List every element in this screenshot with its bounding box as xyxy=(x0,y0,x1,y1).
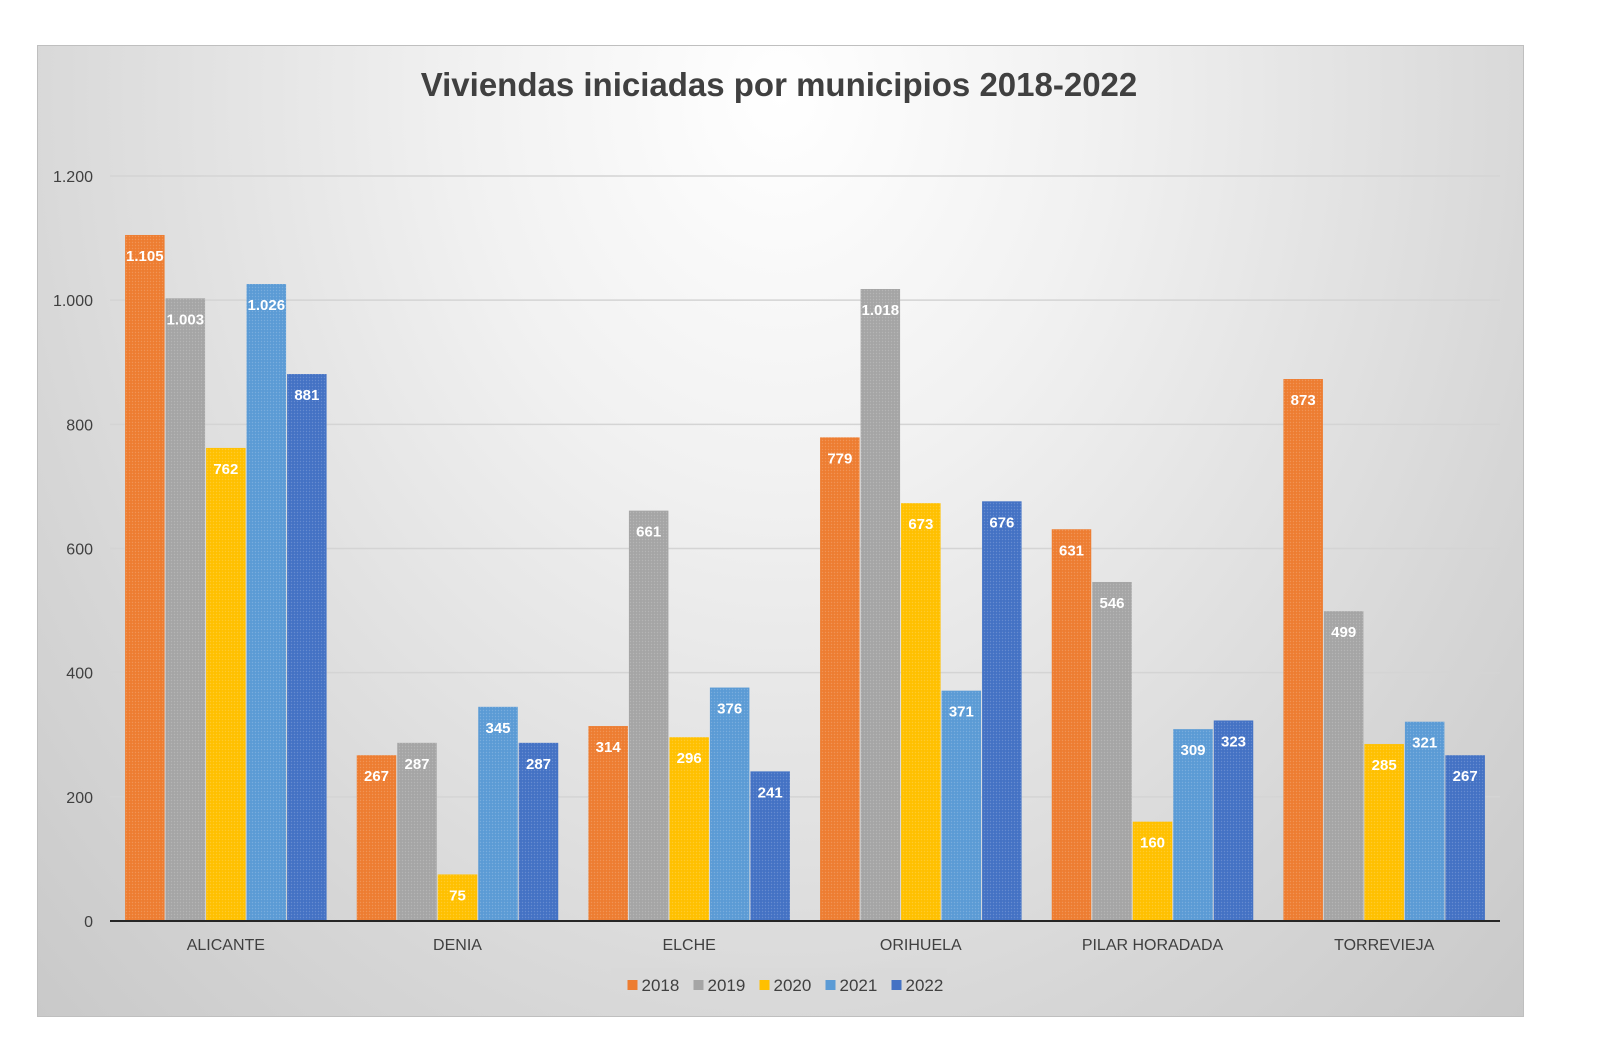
chart-title: Viviendas iniciadas por municipios 2018-… xyxy=(421,66,1138,103)
data-label: 881 xyxy=(294,387,319,404)
bar-texture xyxy=(860,288,901,921)
bars xyxy=(125,234,1485,921)
data-label: 285 xyxy=(1372,757,1397,774)
y-tick-label: 800 xyxy=(66,417,93,434)
data-label: 779 xyxy=(827,450,852,467)
bar-texture xyxy=(750,771,790,921)
legend-label: 2019 xyxy=(708,976,746,995)
data-label: 1.003 xyxy=(167,311,205,328)
x-category-label: PILAR HORADADA xyxy=(1082,937,1224,954)
y-tick-label: 0 xyxy=(84,914,93,931)
bar-texture xyxy=(437,874,478,921)
data-label: 873 xyxy=(1291,392,1316,409)
legend-label: 2022 xyxy=(906,976,944,995)
data-label: 345 xyxy=(485,720,510,737)
bar-texture xyxy=(669,737,709,921)
bar-texture xyxy=(941,690,982,921)
data-label: 631 xyxy=(1059,542,1084,559)
bar-texture xyxy=(125,234,165,921)
bar-texture xyxy=(1364,744,1404,921)
bar-texture xyxy=(165,298,206,921)
bar-texture xyxy=(1051,529,1092,921)
legend-swatch xyxy=(693,980,704,990)
y-tick-label: 600 xyxy=(66,542,93,559)
bar-texture xyxy=(1132,821,1173,921)
data-label: 1.018 xyxy=(862,302,900,319)
bar-texture xyxy=(287,374,327,921)
y-tick-label: 200 xyxy=(66,790,93,807)
bar-texture xyxy=(478,706,518,921)
bar-texture xyxy=(1404,721,1445,921)
legend-box xyxy=(611,968,947,1002)
legend-label: 2021 xyxy=(840,976,878,995)
y-tick-label: 1.000 xyxy=(53,293,93,310)
legend-swatch xyxy=(825,980,836,990)
data-label: 676 xyxy=(989,514,1014,531)
bar-texture xyxy=(1213,720,1254,921)
chart-frame: Viviendas iniciadas por municipios 2018-… xyxy=(37,45,1524,1017)
bar-texture xyxy=(356,755,397,921)
bar-texture xyxy=(628,510,669,921)
bar-texture xyxy=(518,742,559,921)
data-label: 323 xyxy=(1221,733,1246,750)
legend-label: 2018 xyxy=(642,976,680,995)
bar-texture xyxy=(1445,755,1485,921)
legend: 2018 2019 2020 2021 2022 xyxy=(611,968,947,1002)
data-label: 160 xyxy=(1140,835,1165,852)
bar-texture xyxy=(588,726,628,921)
y-tick-label: 1.200 xyxy=(53,169,93,186)
data-label: 661 xyxy=(636,524,661,541)
data-label: 287 xyxy=(526,756,551,773)
x-axis-categories: ALICANTE DENIA ELCHE ORIHUELA PILAR HORADADA… xyxy=(187,937,1435,954)
data-label: 371 xyxy=(949,704,974,721)
data-label: 376 xyxy=(717,701,742,718)
bar-texture xyxy=(1323,611,1364,921)
bar-texture xyxy=(709,687,750,921)
data-label: 499 xyxy=(1331,624,1356,641)
data-label: 75 xyxy=(449,887,466,904)
data-label: 296 xyxy=(677,750,702,767)
bar-texture xyxy=(397,742,437,921)
data-label: 321 xyxy=(1412,735,1437,752)
x-category-label: ELCHE xyxy=(662,937,715,954)
bar-texture xyxy=(246,284,287,921)
bar-texture xyxy=(1283,379,1323,921)
x-category-label: DENIA xyxy=(433,937,482,954)
data-label: 314 xyxy=(596,739,622,756)
bar-texture xyxy=(206,447,246,921)
x-category-label: ORIHUELA xyxy=(880,937,962,954)
bar-chart: Viviendas iniciadas por municipios 2018-… xyxy=(53,66,1500,1002)
data-label: 267 xyxy=(1453,768,1478,785)
legend-swatch xyxy=(759,980,770,990)
gridlines xyxy=(110,175,1500,798)
y-tick-label: 400 xyxy=(66,666,93,683)
data-label: 546 xyxy=(1099,595,1124,612)
data-label: 309 xyxy=(1180,742,1205,759)
x-category-label: TORREVIEJA xyxy=(1334,937,1435,954)
bar-texture xyxy=(1173,729,1213,921)
data-label: 267 xyxy=(364,768,389,785)
legend-swatch xyxy=(891,980,902,990)
bar-texture xyxy=(1092,582,1132,921)
data-label: 287 xyxy=(404,756,429,773)
data-labels: 1.105 267 314 779 631 873 1.003 287 661 1.018 546 4… xyxy=(126,248,1478,904)
bar-texture xyxy=(820,437,860,921)
legend-swatch xyxy=(627,980,638,990)
bar-texture xyxy=(901,503,941,921)
data-label: 762 xyxy=(213,461,238,478)
legend-label: 2020 xyxy=(774,976,812,995)
y-axis-ticks: 0 200 400 600 800 1.000 1.200 xyxy=(53,169,93,931)
data-label: 673 xyxy=(908,516,933,533)
bar-texture xyxy=(982,501,1022,921)
data-label: 241 xyxy=(758,784,783,801)
data-label: 1.105 xyxy=(126,248,164,265)
data-label: 1.026 xyxy=(248,297,286,314)
x-category-label: ALICANTE xyxy=(187,937,265,954)
